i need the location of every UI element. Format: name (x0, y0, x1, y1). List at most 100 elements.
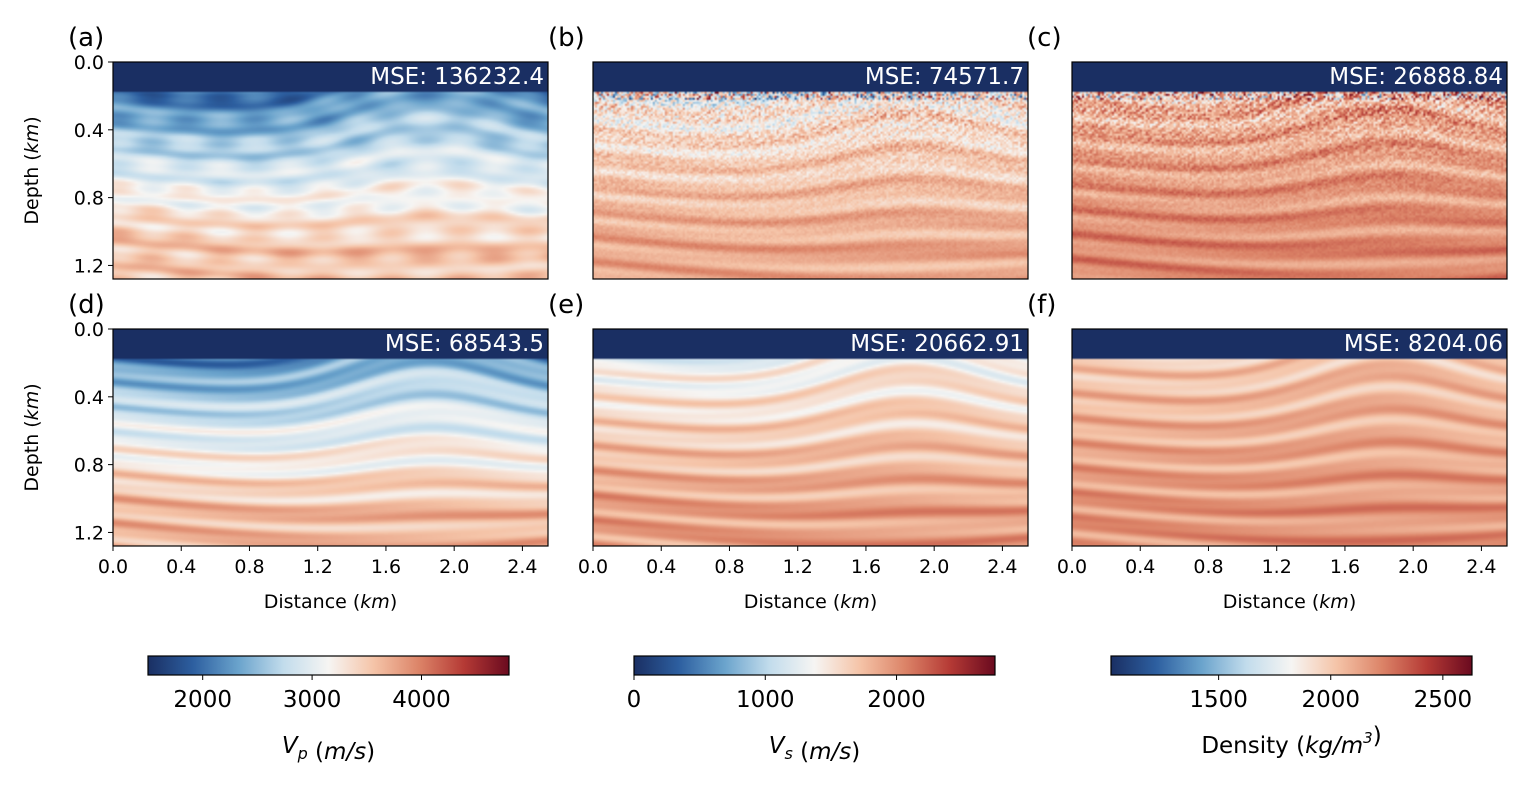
y-tick-label: 0.8 (74, 455, 104, 477)
x-tick-label: 0.8 (1193, 556, 1223, 578)
colorbar-unit: kg/m (1305, 733, 1363, 759)
x-tick-label: 1.2 (1262, 556, 1292, 578)
mse-label: MSE: 136232.4 (370, 64, 544, 90)
colorbar-tick-label: 0 (627, 687, 642, 713)
colorbar-tick-label: 2000 (173, 687, 232, 713)
plot-frame (1071, 328, 1508, 547)
colorbar-unit-paren: ( (800, 739, 809, 765)
heatmap-image (113, 62, 548, 279)
heatmap-image (593, 62, 1028, 279)
colorbar-tick-label: 2500 (1414, 687, 1473, 713)
y-axis-unit-open: ( (21, 420, 43, 433)
x-tick-label: 1.6 (371, 556, 401, 578)
x-axis-label-text: Distance (744, 591, 827, 613)
x-tick-label: 1.2 (303, 556, 333, 578)
colorbar-tick-label: 2000 (1301, 687, 1360, 713)
x-tick-label: 2.0 (919, 556, 949, 578)
x-axis-label-text: Distance (1223, 591, 1306, 613)
colorbar-tick-label: 1500 (1189, 687, 1248, 713)
y-axis-unit: km (21, 124, 43, 154)
x-tick-label: 2.4 (987, 556, 1017, 578)
x-axis-label: Distance (km) (264, 591, 397, 613)
panel-f: (f) MSE: 8204.06 0.0 0.4 0.8 1.2 1.6 2.0 2.4 Dist… (1027, 290, 1508, 613)
colorbar-unit: m/s (324, 739, 366, 765)
mse-label: MSE: 74571.7 (865, 64, 1024, 90)
x-tick-label: 0.4 (646, 556, 676, 578)
plot-frame (112, 328, 549, 547)
x-axis-unit-close: ) (390, 591, 397, 613)
x-axis-unit: km (840, 591, 870, 613)
panel-c: (c) MSE: 26888.84 (1027, 23, 1508, 280)
x-axis-unit-open: ( (827, 591, 840, 613)
x-tick-label: 0.0 (98, 556, 128, 578)
colorbar-unit: m/s (809, 739, 851, 765)
colorbar-2: 1500 2000 2500 Density (kg/m3) (1110, 655, 1473, 759)
y-axis-label: Depth (km) (21, 383, 43, 491)
heatmap-image (1072, 329, 1507, 546)
heatmap-image (113, 329, 548, 546)
colorbar-label-subscript: p (297, 744, 308, 763)
x-axis-unit-close: ) (870, 591, 877, 613)
colorbar-unit-paren: ( (1296, 733, 1305, 759)
panel-letter: (e) (548, 290, 584, 320)
y-axis-label-text: Depth (21, 434, 43, 492)
colorbar-0: 2000 3000 4000 Vp (m/s) (147, 655, 510, 765)
x-tick-label: 2.4 (507, 556, 537, 578)
colorbar-label-space (308, 739, 315, 765)
x-axis-unit: km (1319, 591, 1349, 613)
colorbar-unit-superscript: 3 (1363, 729, 1373, 747)
mse-label: MSE: 68543.5 (385, 331, 544, 357)
x-axis-unit-open: ( (347, 591, 360, 613)
y-axis-label-text: Depth (21, 167, 43, 225)
y-axis-unit-open: ( (21, 153, 43, 166)
y-tick-label: 0.4 (74, 120, 104, 142)
panel-letter: (f) (1027, 290, 1056, 320)
colorbar-tick-label: 4000 (392, 687, 451, 713)
y-tick-label: 0.4 (74, 387, 104, 409)
y-tick-label: 0.8 (74, 188, 104, 210)
plot-frame (1071, 61, 1508, 280)
x-tick-label: 2.0 (439, 556, 469, 578)
panel-letter: (a) (68, 23, 104, 53)
plot-frame (592, 61, 1029, 280)
x-tick-label: 0.4 (166, 556, 196, 578)
colorbar-label: Vs (m/s) (769, 733, 861, 765)
x-axis-unit-close: ) (1349, 591, 1356, 613)
colorbar-unit-close: ) (851, 739, 860, 765)
x-axis-label: Distance (km) (1223, 591, 1356, 613)
mse-label: MSE: 8204.06 (1344, 331, 1503, 357)
y-tick-label: 0.0 (74, 52, 104, 74)
colorbar-strip (147, 655, 510, 676)
y-tick-label: 1.2 (74, 255, 104, 277)
x-axis-label: Distance (km) (744, 591, 877, 613)
colorbar-strip (1110, 655, 1473, 676)
panel-letter: (d) (68, 290, 105, 320)
plot-frame (592, 328, 1029, 547)
colorbar-tick-label: 2000 (867, 687, 926, 713)
y-axis-unit-close: ) (21, 116, 43, 123)
y-tick-label: 1.2 (74, 522, 104, 544)
x-tick-label: 1.2 (783, 556, 813, 578)
x-tick-label: 0.0 (578, 556, 608, 578)
x-tick-label: 0.0 (1057, 556, 1087, 578)
colorbar-label-symbol: Density (1201, 733, 1288, 759)
colorbar-unit-paren: ( (315, 739, 324, 765)
x-tick-label: 1.6 (851, 556, 881, 578)
colorbar-label-symbol: V (282, 733, 300, 759)
y-axis-unit: km (21, 391, 43, 421)
panel-letter: (c) (1027, 23, 1062, 53)
colorbar-label: Vp (m/s) (282, 733, 375, 765)
colorbar-label-space (1289, 733, 1296, 759)
colorbar-label-space (793, 739, 800, 765)
panel-a: (a) MSE: 136232.4 0.0 0.4 0.8 1.2 Depth (km) (21, 23, 549, 280)
panel-letter: (b) (548, 23, 585, 53)
x-axis-unit-open: ( (1306, 591, 1319, 613)
plot-frame (112, 61, 549, 280)
panel-b: (b) MSE: 74571.7 (548, 23, 1029, 280)
colorbar-label: Density (kg/m3) (1201, 723, 1381, 759)
panel-e: (e) MSE: 20662.91 0.0 0.4 0.8 1.2 1.6 2.0 2.4 Dis… (548, 290, 1029, 613)
x-axis-unit: km (360, 591, 390, 613)
y-axis-unit-close: ) (21, 383, 43, 390)
